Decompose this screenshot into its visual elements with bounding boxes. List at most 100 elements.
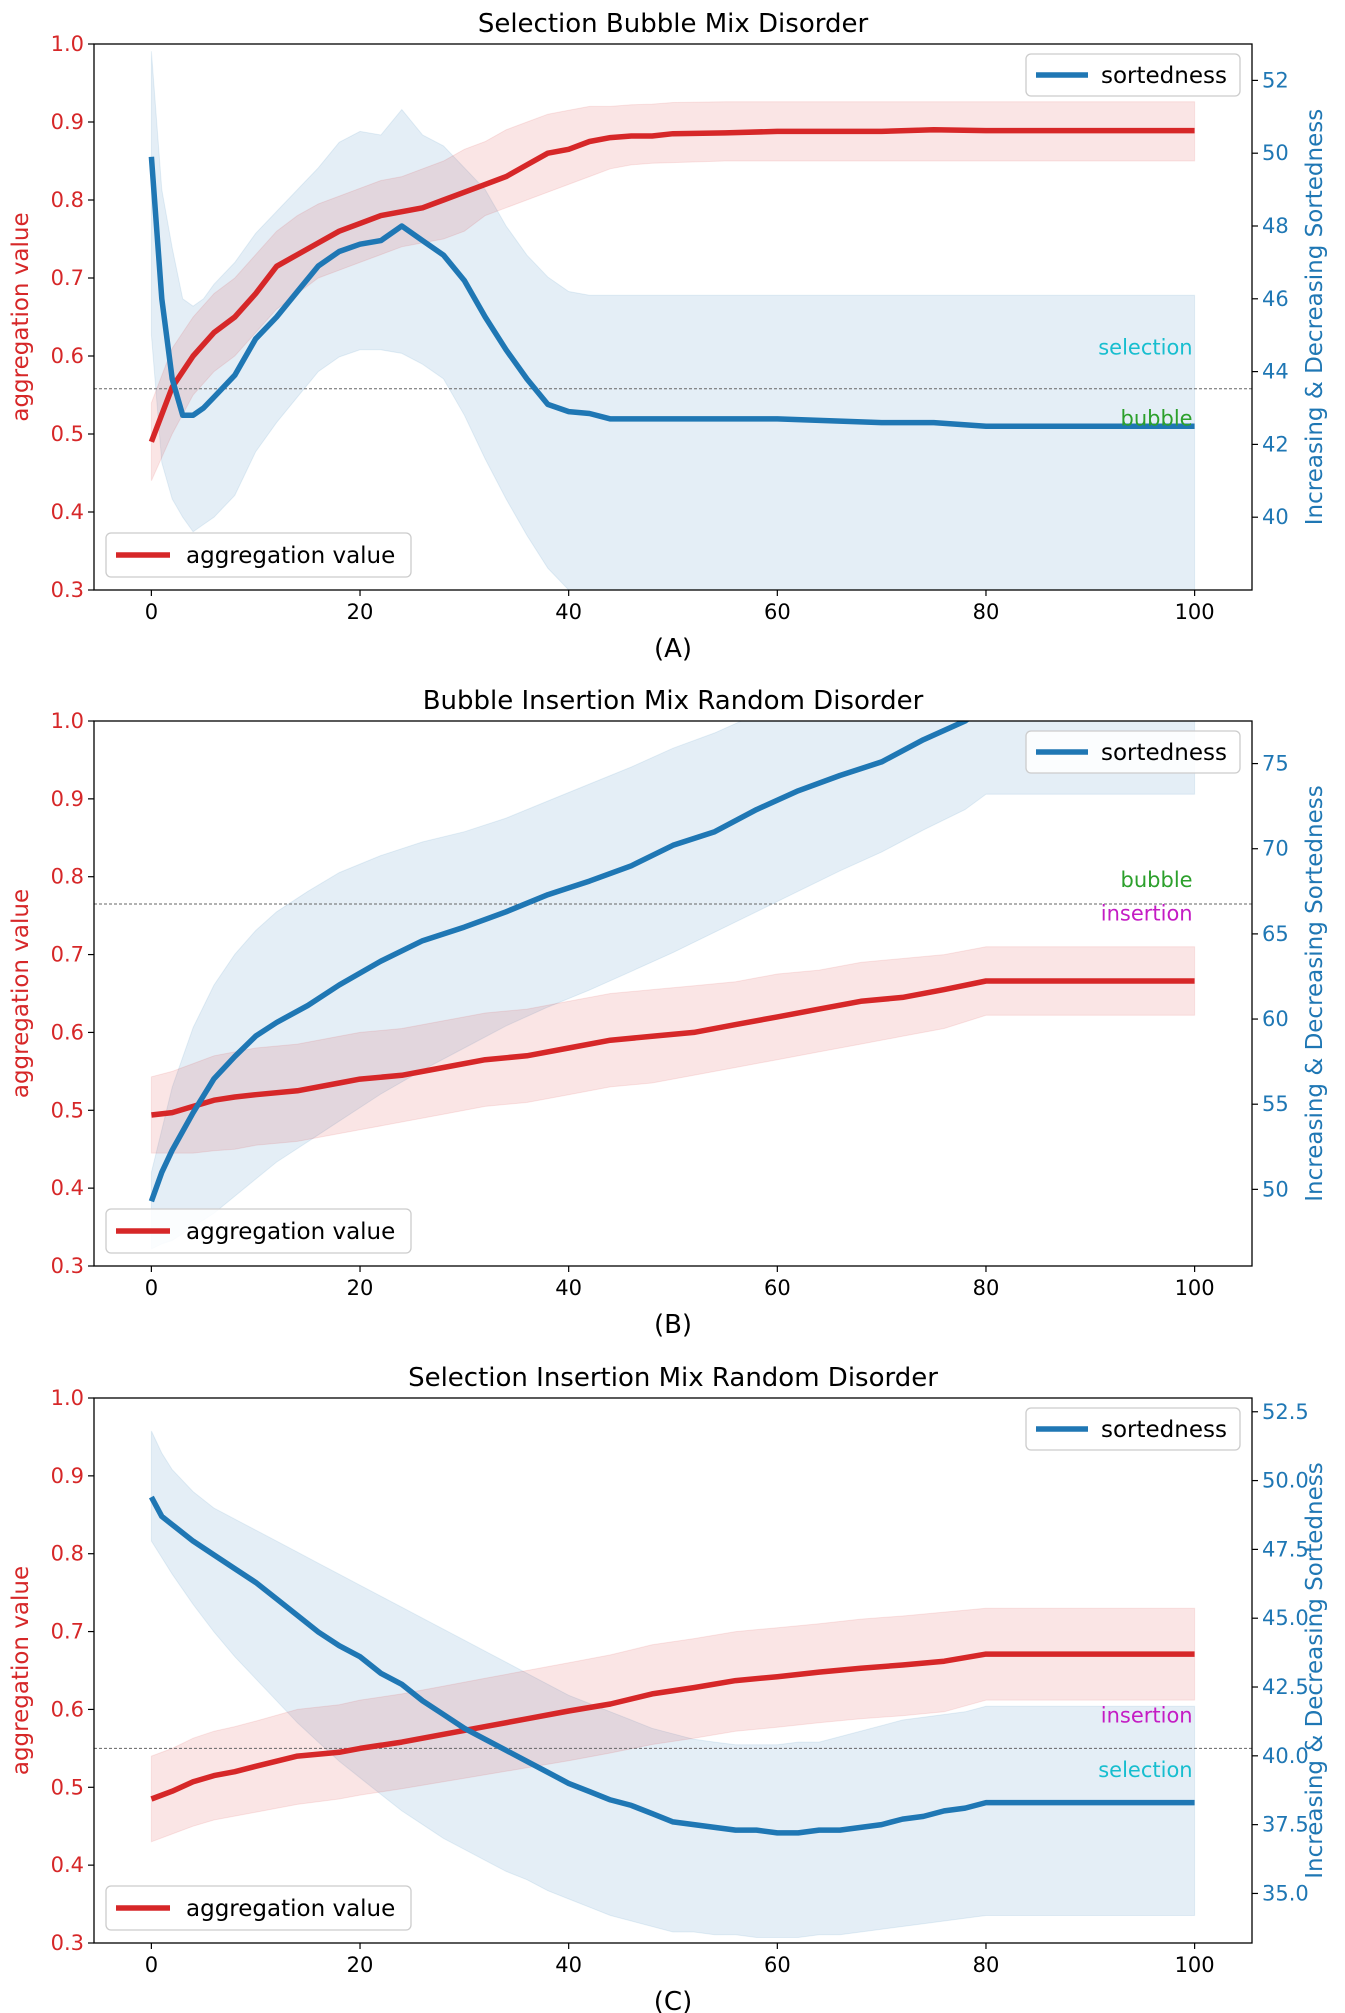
y2-tick-label: 55 bbox=[1262, 1092, 1289, 1116]
y-tick-label: 0.8 bbox=[51, 188, 84, 212]
plot-frame bbox=[93, 43, 1253, 591]
y2-tick-label: 35.0 bbox=[1262, 1881, 1309, 1905]
plot-area bbox=[94, 1430, 1252, 1938]
chart-title: Selection Bubble Mix Disorder bbox=[478, 9, 869, 39]
y2-axis-label: Increasing & Decreasing Sortedness bbox=[1302, 785, 1328, 1201]
y-tick-label: 0.6 bbox=[51, 344, 84, 368]
y2-tick-label: 65 bbox=[1262, 922, 1289, 946]
y-tick-label: 0.7 bbox=[51, 266, 84, 290]
chart-panel-b: Bubble Insertion Mix Random Disorder bubb… bbox=[8, 686, 1328, 1340]
panel-caption: (B) bbox=[654, 1310, 692, 1340]
y-tick-label: 0.7 bbox=[51, 1620, 84, 1644]
x-tick-label: 60 bbox=[764, 600, 791, 624]
y2-tick-label: 37.5 bbox=[1262, 1813, 1309, 1837]
aggregation-line bbox=[151, 978, 1195, 1118]
x-tick-label: 40 bbox=[555, 600, 582, 624]
sortedness-line bbox=[148, 1495, 1195, 1836]
y2-tick-label: 50 bbox=[1262, 1177, 1289, 1201]
chart-panel-a: Selection Bubble Mix Disorder selection bu… bbox=[8, 9, 1328, 664]
legend-sortedness: sortedness bbox=[1025, 730, 1241, 774]
y2-tick-label: 40 bbox=[1262, 505, 1289, 529]
aggregation-line bbox=[148, 127, 1195, 443]
y-tick-label: 0.4 bbox=[51, 1853, 84, 1877]
x-tick-label: 80 bbox=[973, 1953, 1000, 1977]
legend-label: aggregation value bbox=[186, 1896, 395, 1922]
x-tick-label: 100 bbox=[1175, 600, 1215, 624]
y-tick-label: 0.5 bbox=[51, 1775, 84, 1799]
x-tick-label: 0 bbox=[145, 1953, 158, 1977]
x-tick-label: 40 bbox=[555, 1953, 582, 1977]
plot-frame bbox=[93, 720, 1253, 1267]
y2-tick-label: 40.0 bbox=[1262, 1744, 1309, 1768]
legend-box bbox=[105, 532, 412, 578]
y2-tick-label: 52 bbox=[1262, 68, 1289, 92]
y2-tick-label: 42.5 bbox=[1262, 1675, 1309, 1699]
y-tick-label: 0.7 bbox=[51, 943, 84, 967]
aggregation-band bbox=[150, 946, 1196, 1154]
y-tick-label: 0.3 bbox=[51, 1931, 84, 1955]
annotation-selection: selection bbox=[1098, 335, 1192, 359]
plot-area bbox=[94, 51, 1252, 590]
x-tick-label: 0 bbox=[145, 1276, 158, 1300]
y-tick-label: 0.4 bbox=[51, 500, 84, 524]
y2-tick-label: 70 bbox=[1262, 837, 1289, 861]
y2-tick-label: 60 bbox=[1262, 1007, 1289, 1031]
y-tick-label: 1.0 bbox=[51, 32, 84, 56]
plot-area bbox=[94, 721, 1252, 1250]
aggregation-band bbox=[150, 1607, 1196, 1843]
y-tick-label: 0.9 bbox=[51, 787, 84, 811]
y2-tick-label: 52.5 bbox=[1262, 1400, 1309, 1424]
y-tick-label: 0.5 bbox=[51, 1098, 84, 1122]
annotation-bubble: bubble bbox=[1121, 406, 1193, 430]
panel-caption: (C) bbox=[654, 1987, 692, 2013]
y2-tick-label: 46 bbox=[1262, 287, 1289, 311]
annotation-insertion: insertion bbox=[1101, 1704, 1193, 1728]
y2-tick-label: 50 bbox=[1262, 141, 1289, 165]
legend-box bbox=[1025, 1407, 1241, 1451]
y-tick-label: 0.4 bbox=[51, 1176, 84, 1200]
sortedness-band bbox=[150, 51, 1196, 590]
legend-box bbox=[1025, 730, 1241, 774]
y2-tick-label: 75 bbox=[1262, 752, 1289, 776]
chart-title: Bubble Insertion Mix Random Disorder bbox=[423, 686, 924, 716]
y2-tick-label: 50.0 bbox=[1262, 1469, 1309, 1493]
legend-label: aggregation value bbox=[186, 543, 395, 569]
legend-sortedness: sortedness bbox=[1025, 1407, 1241, 1451]
y-tick-label: 1.0 bbox=[51, 1386, 84, 1410]
x-tick-label: 20 bbox=[347, 1953, 374, 1977]
y-tick-label: 0.8 bbox=[51, 1542, 84, 1566]
y-tick-label: 0.3 bbox=[51, 578, 84, 602]
y-axis-label: aggregation value bbox=[8, 212, 34, 421]
y-tick-label: 0.6 bbox=[51, 1020, 84, 1044]
y-axis-label: aggregation value bbox=[8, 889, 34, 1098]
legend-label: sortedness bbox=[1101, 1417, 1227, 1443]
y-tick-label: 0.9 bbox=[51, 110, 84, 134]
annotation-insertion: insertion bbox=[1101, 901, 1193, 925]
y-axis-label: aggregation value bbox=[8, 1566, 34, 1775]
y-tick-label: 0.9 bbox=[51, 1464, 84, 1488]
aggregation-line bbox=[150, 1651, 1195, 1802]
aggregation-band bbox=[150, 101, 1196, 482]
legend-box bbox=[1025, 53, 1241, 97]
y2-tick-label: 45.0 bbox=[1262, 1606, 1309, 1630]
sortedness-band bbox=[150, 721, 1196, 1250]
x-tick-label: 100 bbox=[1175, 1953, 1215, 1977]
x-tick-label: 20 bbox=[347, 600, 374, 624]
plot-frame bbox=[93, 1397, 1253, 1944]
y2-tick-label: 47.5 bbox=[1262, 1537, 1309, 1561]
x-tick-label: 80 bbox=[973, 600, 1000, 624]
x-tick-label: 60 bbox=[764, 1276, 791, 1300]
chart-panel-c: Selection Insertion Mix Random Disorder i… bbox=[8, 1363, 1328, 2013]
legend-box bbox=[105, 1208, 412, 1254]
legend-aggregation: aggregation value bbox=[105, 1885, 412, 1931]
y2-axis-label: Increasing & Decreasing Sortedness bbox=[1302, 1462, 1328, 1878]
x-tick-label: 60 bbox=[764, 1953, 791, 1977]
x-tick-label: 20 bbox=[347, 1276, 374, 1300]
x-tick-label: 0 bbox=[145, 600, 158, 624]
y-tick-label: 0.3 bbox=[51, 1254, 84, 1278]
legend-label: sortedness bbox=[1101, 63, 1227, 89]
y-tick-label: 0.5 bbox=[51, 422, 84, 446]
legend-label: aggregation value bbox=[186, 1219, 395, 1245]
y2-tick-label: 48 bbox=[1262, 214, 1289, 238]
